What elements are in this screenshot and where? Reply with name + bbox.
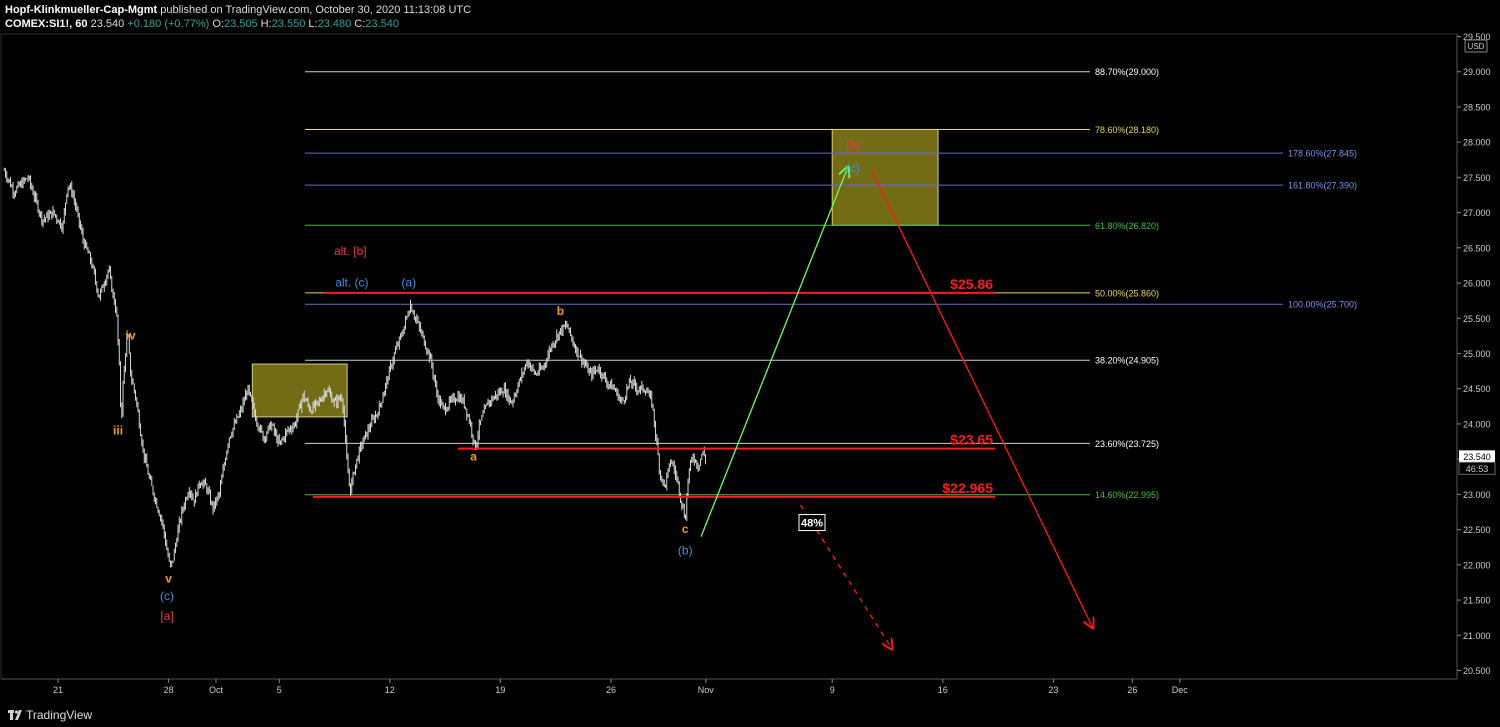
currency-label: USD [1468,42,1485,51]
time-tick-label-12: Dec [1172,685,1189,695]
price-tick-label-14: 22.500 [1463,525,1491,535]
open-value: 23.505 [223,18,258,30]
time-tick-label-6: 26 [606,685,616,695]
chart-pane-border [0,33,1458,680]
last-price-tag-label: 23.540 [1463,452,1491,462]
price-tick-label-0: 29.500 [1463,32,1491,42]
fib-level-label-2: 61.80%(26.820) [1095,221,1159,231]
publish-date: published on TradingView.com, October 30… [160,4,472,16]
close-value: 23.540 [365,18,399,30]
price-tick-label-3: 28.000 [1463,138,1491,148]
tradingview-brand: TradingView [26,708,93,722]
chart-footer: TradingView [0,703,1500,727]
author-name[interactable]: Hopf-Klinkmueller-Cap-Mgmt [5,4,158,16]
time-tick-label-9: 16 [938,685,948,695]
candlestick-series [3,167,707,568]
time-tick-label-2: Oct [209,685,224,695]
wave-label-5: alt. [b] [334,244,367,258]
wave-label-6: alt. (c) [335,276,368,290]
high-label: H: [260,18,272,30]
wave-label-2: v [165,571,172,585]
price-tick-label-13: 23.000 [1463,490,1491,500]
change-value: +0.180 (+0.77%) [127,18,210,30]
probability-box [798,514,826,532]
price-tick-label-5: 27.000 [1463,208,1491,218]
wave-label-0: iv [126,328,136,342]
wave-label-4: [a] [160,609,173,623]
publish-info: Hopf-Klinkmueller-Cap-Mgmt published on … [5,4,471,16]
low-label: L: [308,18,318,30]
fib-level-label-3: 50.00%(25.860) [1095,288,1159,298]
price-tick-label-1: 29.000 [1463,67,1491,77]
price-tick-label-8: 25.500 [1463,314,1491,324]
time-tick-label-7: Nov [698,685,715,695]
tradingview-logo-icon [8,710,22,720]
wave-label-3: (c) [160,589,174,603]
projection-arrow-0 [700,167,848,537]
price-tick-label-18: 20.500 [1463,666,1491,676]
time-tick-label-8: 9 [830,685,835,695]
wave-label-7: (a) [401,276,416,290]
support-resistance-label-2: $22.965 [942,480,993,496]
low-value: 23.480 [317,18,352,30]
price-tick-label-7: 26.000 [1463,279,1491,289]
time-tick-label-4: 12 [385,685,395,695]
probability-label: 48% [801,518,823,530]
projection-arrow-2 [800,504,893,649]
fib-extension-label-0: 178.60%(27.845) [1288,149,1357,159]
wave-label-9: a [470,450,477,464]
price-tick-label-10: 24.500 [1463,384,1491,394]
wave-label-8: b [557,304,564,318]
price-tick-label-9: 25.000 [1463,349,1491,359]
countdown-tag [1458,461,1496,475]
close-label: C: [354,18,366,30]
currency-badge [1464,39,1488,53]
price-tick-label-2: 28.500 [1463,102,1491,112]
time-tick-label-1: 28 [164,685,174,695]
time-tick-label-11: 26 [1127,685,1137,695]
high-value: 23.550 [271,18,306,30]
fib-level-label-1: 78.60%(28.180) [1095,125,1159,135]
price-tick-label-6: 26.500 [1463,243,1491,253]
chart-header: Hopf-Klinkmueller-Cap-Mgmt published on … [0,0,1500,34]
fib-extension-label-1: 161.80%(27.390) [1288,181,1357,191]
fib-level-label-4: 38.20%(24.905) [1095,356,1159,366]
fib-level-label-5: 23.60%(23.725) [1095,439,1159,449]
price-tick-label-17: 21.000 [1463,631,1491,641]
wave-label-10: c [682,522,689,536]
time-tick-label-10: 23 [1048,685,1058,695]
price-tick-label-4: 27.500 [1463,173,1491,183]
countdown-label: 46:53 [1466,464,1489,474]
ohlc-legend: COMEX:SI1!, 60 23.540 +0.180 (+0.77%) O:… [5,18,399,30]
wave-label-13: (c) [846,161,860,175]
wave-label-11: (b) [678,543,693,557]
projection-arrow-1 [871,170,1093,628]
time-tick-label-5: 19 [495,685,505,695]
support-resistance-label-0: $25.86 [950,276,993,292]
price-tick-label-11: 24.000 [1463,419,1491,429]
time-tick-label-0: 21 [53,685,63,695]
symbol-label[interactable]: COMEX:SI1!, 60 [5,18,88,30]
last-price-tag [1459,450,1495,463]
time-tick-label-3: 5 [277,685,282,695]
fib-level-label-0: 88.70%(29.000) [1095,67,1159,77]
wave-label-12: [b] [846,138,859,152]
last-price: 23.540 [90,18,125,30]
price-tick-label-16: 21.500 [1463,596,1491,606]
fib-level-label-6: 14.60%(22.995) [1095,490,1159,500]
fib-extension-label-2: 100.00%(25.700) [1288,300,1357,310]
support-resistance-label-1: $23.65 [950,432,993,448]
open-label: O: [212,18,224,30]
price-tick-label-15: 22.000 [1463,560,1491,570]
wave-label-1: iii [113,424,123,438]
